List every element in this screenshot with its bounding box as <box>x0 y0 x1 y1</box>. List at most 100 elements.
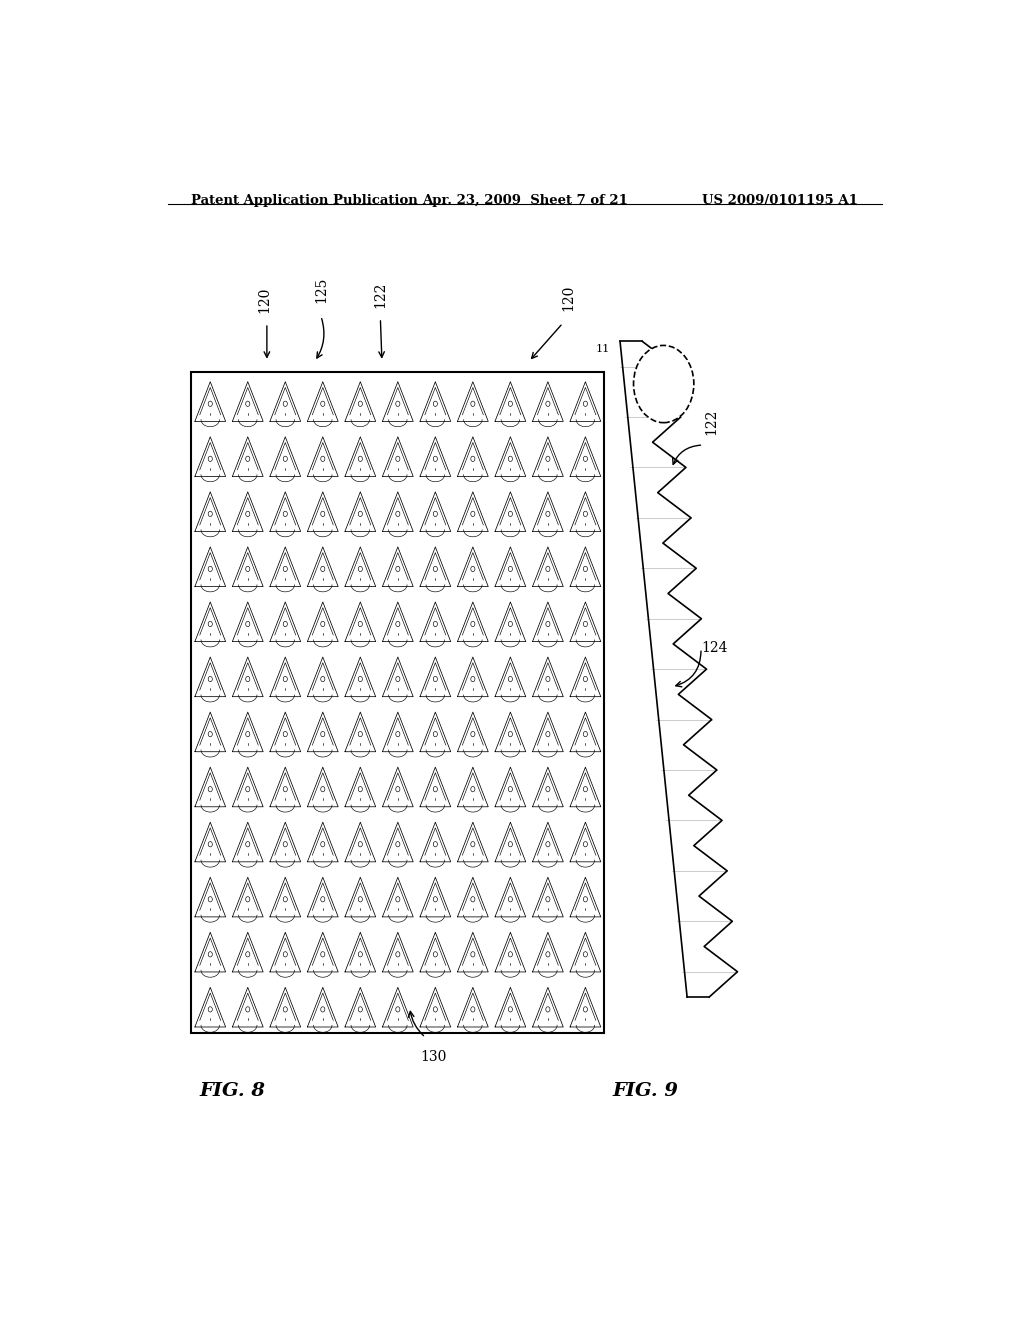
Circle shape <box>208 622 212 627</box>
Circle shape <box>471 952 475 957</box>
Circle shape <box>284 896 288 902</box>
Circle shape <box>471 787 475 792</box>
Circle shape <box>471 896 475 902</box>
Text: 124: 124 <box>701 642 727 655</box>
Circle shape <box>508 731 512 737</box>
Circle shape <box>433 622 437 627</box>
Circle shape <box>358 896 362 902</box>
Circle shape <box>471 676 475 681</box>
Circle shape <box>584 622 588 627</box>
Circle shape <box>471 731 475 737</box>
Circle shape <box>246 896 250 902</box>
Circle shape <box>321 1007 325 1012</box>
Circle shape <box>246 457 250 462</box>
Circle shape <box>546 622 550 627</box>
Circle shape <box>284 952 288 957</box>
Circle shape <box>471 842 475 847</box>
Circle shape <box>284 842 288 847</box>
Circle shape <box>321 511 325 516</box>
Circle shape <box>321 731 325 737</box>
Text: 12: 12 <box>658 355 674 368</box>
Circle shape <box>508 401 512 407</box>
Circle shape <box>358 511 362 516</box>
Circle shape <box>208 1007 212 1012</box>
Circle shape <box>321 787 325 792</box>
Circle shape <box>508 511 512 516</box>
Circle shape <box>395 896 400 902</box>
Circle shape <box>471 566 475 572</box>
Circle shape <box>433 896 437 902</box>
Circle shape <box>433 676 437 681</box>
Circle shape <box>546 896 550 902</box>
Circle shape <box>433 566 437 572</box>
Circle shape <box>508 787 512 792</box>
Text: 120: 120 <box>257 286 271 313</box>
Circle shape <box>358 787 362 792</box>
Circle shape <box>395 952 400 957</box>
Circle shape <box>321 842 325 847</box>
Circle shape <box>546 787 550 792</box>
Circle shape <box>508 566 512 572</box>
Circle shape <box>508 1007 512 1012</box>
Circle shape <box>208 731 212 737</box>
Text: 122: 122 <box>374 281 387 308</box>
Circle shape <box>284 566 288 572</box>
Circle shape <box>433 457 437 462</box>
Circle shape <box>208 896 212 902</box>
Circle shape <box>284 676 288 681</box>
Circle shape <box>584 676 588 681</box>
Circle shape <box>284 622 288 627</box>
Circle shape <box>321 676 325 681</box>
Circle shape <box>284 457 288 462</box>
Circle shape <box>321 952 325 957</box>
Circle shape <box>584 511 588 516</box>
Text: 130: 130 <box>420 1049 446 1064</box>
Circle shape <box>584 1007 588 1012</box>
Circle shape <box>321 566 325 572</box>
Text: US 2009/0101195 A1: US 2009/0101195 A1 <box>702 194 858 207</box>
Text: 125: 125 <box>313 276 328 302</box>
Circle shape <box>358 952 362 957</box>
Circle shape <box>395 511 400 516</box>
Circle shape <box>246 566 250 572</box>
Circle shape <box>433 1007 437 1012</box>
Text: Patent Application Publication: Patent Application Publication <box>191 194 418 207</box>
Circle shape <box>321 896 325 902</box>
Circle shape <box>358 676 362 681</box>
Circle shape <box>546 401 550 407</box>
Circle shape <box>433 952 437 957</box>
Circle shape <box>284 511 288 516</box>
Circle shape <box>546 676 550 681</box>
Circle shape <box>246 787 250 792</box>
Circle shape <box>208 842 212 847</box>
Circle shape <box>395 731 400 737</box>
Circle shape <box>358 566 362 572</box>
Circle shape <box>321 401 325 407</box>
Circle shape <box>508 842 512 847</box>
Circle shape <box>321 457 325 462</box>
Circle shape <box>395 842 400 847</box>
Circle shape <box>246 401 250 407</box>
Circle shape <box>246 1007 250 1012</box>
Circle shape <box>358 401 362 407</box>
Circle shape <box>208 457 212 462</box>
Circle shape <box>584 952 588 957</box>
Circle shape <box>208 566 212 572</box>
Circle shape <box>395 676 400 681</box>
Circle shape <box>433 787 437 792</box>
Circle shape <box>546 731 550 737</box>
Circle shape <box>508 676 512 681</box>
Circle shape <box>358 1007 362 1012</box>
Circle shape <box>284 401 288 407</box>
Circle shape <box>508 457 512 462</box>
Circle shape <box>471 457 475 462</box>
Circle shape <box>395 566 400 572</box>
Circle shape <box>546 566 550 572</box>
Circle shape <box>358 842 362 847</box>
Circle shape <box>471 1007 475 1012</box>
Circle shape <box>395 401 400 407</box>
Circle shape <box>246 842 250 847</box>
Circle shape <box>358 457 362 462</box>
Circle shape <box>395 1007 400 1012</box>
Circle shape <box>208 787 212 792</box>
